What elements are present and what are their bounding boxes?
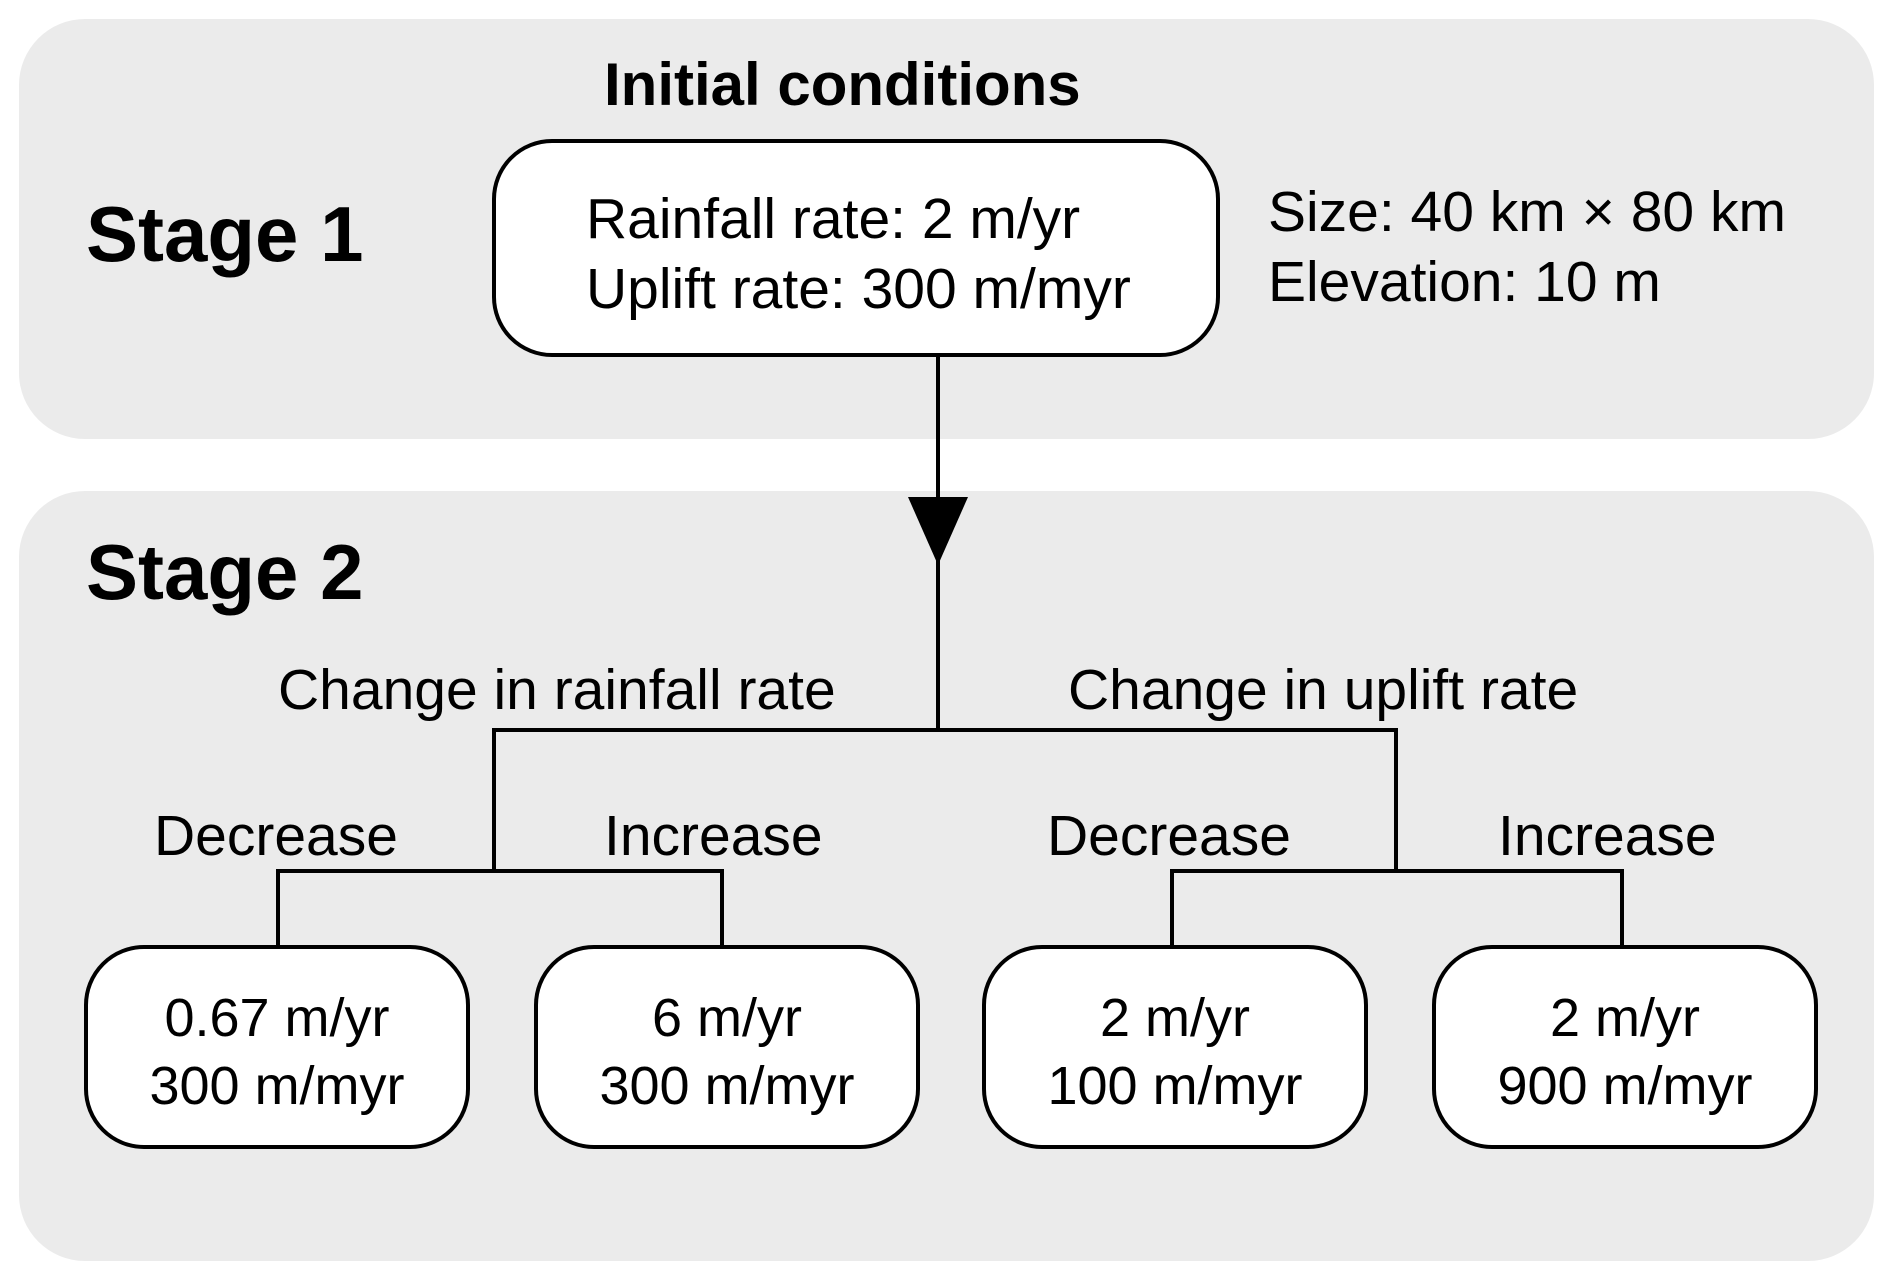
uplift-increase-uplift: 900 m/myr: [1497, 1056, 1753, 1116]
uplift-branch-label: Change in uplift rate: [1068, 658, 1579, 722]
grid-size: Size: 40 km × 80 km: [1268, 180, 1786, 244]
initial-rainfall-rate: Rainfall rate: 2 m/yr: [586, 187, 1081, 251]
rainfall-decrease-uplift: 300 m/myr: [149, 1056, 405, 1116]
initial-conditions-heading: Initial conditions: [604, 51, 1081, 118]
stage-1-label: Stage 1: [86, 190, 364, 278]
uplift-decrease-box: 2 m/yr 100 m/myr: [982, 945, 1368, 1149]
rainfall-decrease-box: 0.67 m/yr 300 m/myr: [84, 945, 470, 1149]
uplift-decrease-rainfall: 2 m/yr: [1099, 988, 1250, 1048]
initial-elevation: Elevation: 10 m: [1268, 250, 1661, 314]
rainfall-increase-box: 6 m/yr 300 m/myr: [534, 945, 920, 1149]
initial-conditions-box: Rainfall rate: 2 m/yr Uplift rate: 300 m…: [492, 139, 1220, 357]
rainfall-decrease-rainfall: 0.67 m/yr: [164, 988, 390, 1048]
rainfall-increase-uplift: 300 m/myr: [599, 1056, 855, 1116]
uplift-increase-label: Increase: [1498, 804, 1717, 868]
arrow-head-icon: [908, 497, 968, 565]
uplift-increase-box: 2 m/yr 900 m/myr: [1432, 945, 1818, 1149]
uplift-increase-rainfall: 2 m/yr: [1549, 988, 1700, 1048]
rainfall-increase-rainfall: 6 m/yr: [651, 988, 802, 1048]
initial-uplift-rate: Uplift rate: 300 m/myr: [586, 257, 1131, 321]
stage-2-label: Stage 2: [86, 528, 364, 616]
uplift-decrease-uplift: 100 m/myr: [1047, 1056, 1303, 1116]
uplift-decrease-label: Decrease: [1047, 804, 1291, 868]
rainfall-branch-label: Change in rainfall rate: [278, 658, 836, 722]
rainfall-decrease-label: Decrease: [154, 804, 398, 868]
rainfall-increase-label: Increase: [604, 804, 823, 868]
